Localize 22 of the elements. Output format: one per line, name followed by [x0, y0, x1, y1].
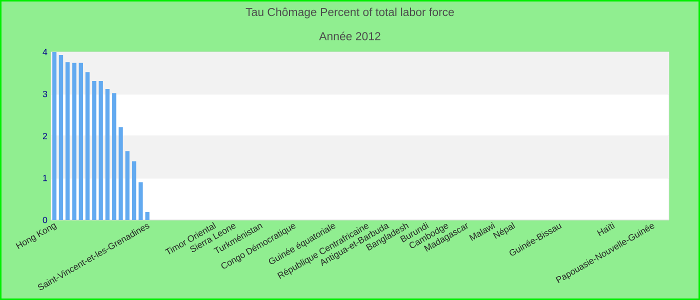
- bar: [125, 151, 130, 220]
- bar: [105, 88, 110, 220]
- bar: [72, 62, 76, 220]
- y-tick-label: 3: [42, 90, 48, 98]
- bar: [66, 62, 70, 220]
- bar: [118, 127, 123, 220]
- bar: [138, 182, 143, 220]
- y-tick-label: 0: [42, 216, 48, 224]
- bar: [58, 54, 64, 220]
- chart-title: Tau Chômage Percent of total labor force: [246, 8, 454, 18]
- chart-subtitle: Année 2012: [319, 32, 380, 40]
- y-tick-label: 4: [42, 48, 48, 56]
- bar: [98, 80, 103, 220]
- bar: [112, 93, 116, 220]
- bar: [92, 80, 96, 220]
- bar: [145, 212, 150, 220]
- bar: [132, 161, 136, 220]
- y-tick-label: 1: [43, 174, 48, 182]
- y-tick-label: 2: [42, 132, 48, 140]
- bar: [85, 72, 90, 220]
- bar: [52, 52, 56, 220]
- bar: [78, 62, 84, 220]
